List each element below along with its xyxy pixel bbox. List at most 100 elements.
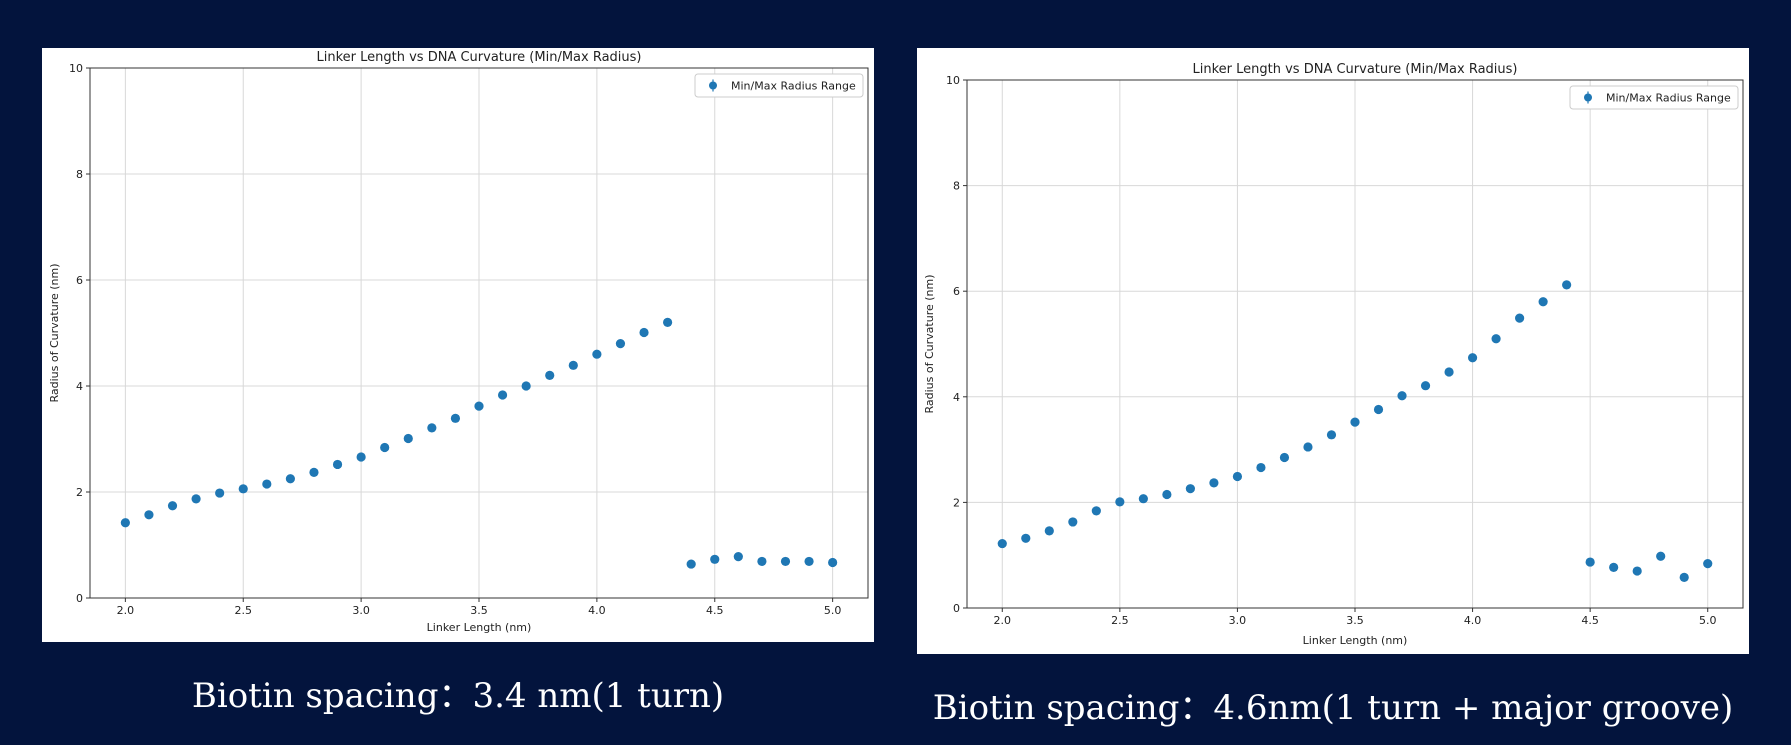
- data-point: [1515, 313, 1525, 323]
- y-tick-label: 10: [69, 62, 83, 75]
- data-point: [1115, 497, 1125, 507]
- data-point: [1609, 562, 1619, 572]
- data-point: [167, 501, 178, 511]
- y-tick-label: 4: [76, 380, 83, 393]
- y-tick-label: 2: [953, 496, 960, 509]
- data-point: [1256, 462, 1266, 473]
- x-tick-label: 2.5: [1111, 614, 1129, 627]
- caption-left: Biotin spacing：3.4 nm(1 turn): [191, 676, 725, 716]
- data-point: [1632, 566, 1642, 576]
- y-tick-label: 4: [953, 391, 960, 404]
- y-tick-label: 6: [76, 274, 83, 287]
- data-point: [686, 559, 696, 569]
- data-point: [403, 433, 413, 444]
- data-point: [521, 381, 531, 391]
- y-tick-label: 0: [953, 602, 960, 615]
- chart-title: Linker Length vs DNA Curvature (Min/Max …: [317, 50, 642, 65]
- x-tick-label: 4.5: [706, 604, 724, 617]
- y-tick-label: 10: [946, 74, 960, 87]
- data-point: [997, 538, 1007, 549]
- scatter-chart-left: 2.0 2.5 3.0 3.5 4.0 4.5 5.0 0 2 4 6 8 10 Linker Lengt…: [48, 50, 869, 634]
- chart-panel-right: 2.0 2.5 3.0 3.5 4.0 4.5 5.0 0 2 4 6 8 10 Linker Lengt…: [917, 48, 1749, 654]
- data-point: [191, 494, 201, 504]
- data-point: [1209, 478, 1219, 488]
- data-point: [474, 401, 484, 411]
- data-point: [1585, 557, 1595, 567]
- data-point: [215, 488, 225, 498]
- legend-marker: [709, 81, 717, 90]
- x-tick-label: 4.0: [1464, 614, 1482, 627]
- data-point: [1703, 559, 1713, 569]
- chart-panel-left: 2.0 2.5 3.0 3.5 4.0 4.5 5.0 0 2 4 6 8 10 Linker Lengt…: [42, 48, 874, 642]
- grid: [967, 79, 1743, 609]
- data-point: [427, 423, 437, 433]
- data-point: [710, 554, 720, 564]
- data-point: [592, 349, 602, 359]
- data-point: [356, 452, 366, 462]
- data-point: [1538, 297, 1548, 307]
- data-point: [1185, 484, 1195, 494]
- data-point: [450, 413, 461, 423]
- chart-title: Linker Length vs DNA Curvature (Min/Max …: [1193, 62, 1518, 77]
- data-point: [1562, 280, 1572, 290]
- x-tick-label: 2.5: [234, 604, 252, 617]
- x-axis-label: Linker Length (nm): [1303, 634, 1408, 647]
- data-point: [285, 474, 295, 484]
- data-point: [497, 390, 508, 400]
- x-tick-label: 2.0: [117, 604, 135, 617]
- data-point: [615, 339, 626, 349]
- x-tick-label: 5.0: [824, 604, 842, 617]
- data-point: [1091, 506, 1101, 516]
- data-point: [1373, 404, 1384, 415]
- data-point: [309, 467, 319, 477]
- caption-right: Biotin spacing：4.6nm(1 turn + major groo…: [932, 688, 1734, 728]
- legend-box: [694, 73, 864, 98]
- data-point: [757, 556, 767, 567]
- data-point: [1491, 334, 1501, 344]
- x-axis-label: Linker Length (nm): [427, 621, 532, 634]
- data-point: [780, 556, 791, 567]
- x-tick-label: 4.5: [1581, 614, 1599, 627]
- data-point: [1138, 494, 1148, 504]
- data-point: [1068, 517, 1078, 527]
- legend-label: Min/Max Radius Range: [1606, 92, 1731, 105]
- y-axis-label: Radius of Curvature (nm): [923, 274, 936, 413]
- y-tick-label: 0: [76, 592, 83, 605]
- y-tick-label: 8: [76, 168, 83, 181]
- data-point: [1350, 417, 1360, 427]
- data-point: [1679, 572, 1689, 582]
- x-tick-label: 3.0: [1229, 614, 1247, 627]
- y-axis-label: Radius of Curvature (nm): [48, 263, 61, 402]
- data-point: [1444, 367, 1454, 377]
- y-tick-label: 6: [953, 285, 960, 298]
- legend-label: Min/Max Radius Range: [731, 80, 856, 93]
- data-point: [1044, 526, 1054, 536]
- data-point: [332, 459, 343, 470]
- data-point: [238, 484, 248, 494]
- data-point: [380, 442, 390, 453]
- data-point: [120, 518, 130, 528]
- legend-box: [1569, 85, 1739, 110]
- data-point: [733, 552, 743, 562]
- data-point: [262, 479, 272, 489]
- data-point: [639, 327, 649, 338]
- x-tick-label: 3.5: [1346, 614, 1364, 627]
- data-point: [1397, 391, 1407, 401]
- data-point: [1326, 430, 1337, 440]
- legend: Min/Max Radius Range: [694, 73, 864, 98]
- legend-marker: [1584, 93, 1592, 102]
- x-tick-label: 4.0: [588, 604, 606, 617]
- x-tick-label: 5.0: [1699, 614, 1717, 627]
- x-tick-label: 2.0: [994, 614, 1012, 627]
- x-tick-label: 3.0: [352, 604, 370, 617]
- y-tick-label: 8: [953, 180, 960, 193]
- data-point: [1232, 471, 1243, 482]
- data-points: [120, 317, 838, 569]
- data-point: [1279, 452, 1290, 463]
- scatter-chart-right: 2.0 2.5 3.0 3.5 4.0 4.5 5.0 0 2 4 6 8 10 Linker Lengt…: [923, 62, 1744, 647]
- data-point: [828, 557, 838, 568]
- data-point: [568, 360, 578, 370]
- data-point: [545, 370, 555, 380]
- data-point: [144, 510, 154, 520]
- data-point: [663, 317, 673, 327]
